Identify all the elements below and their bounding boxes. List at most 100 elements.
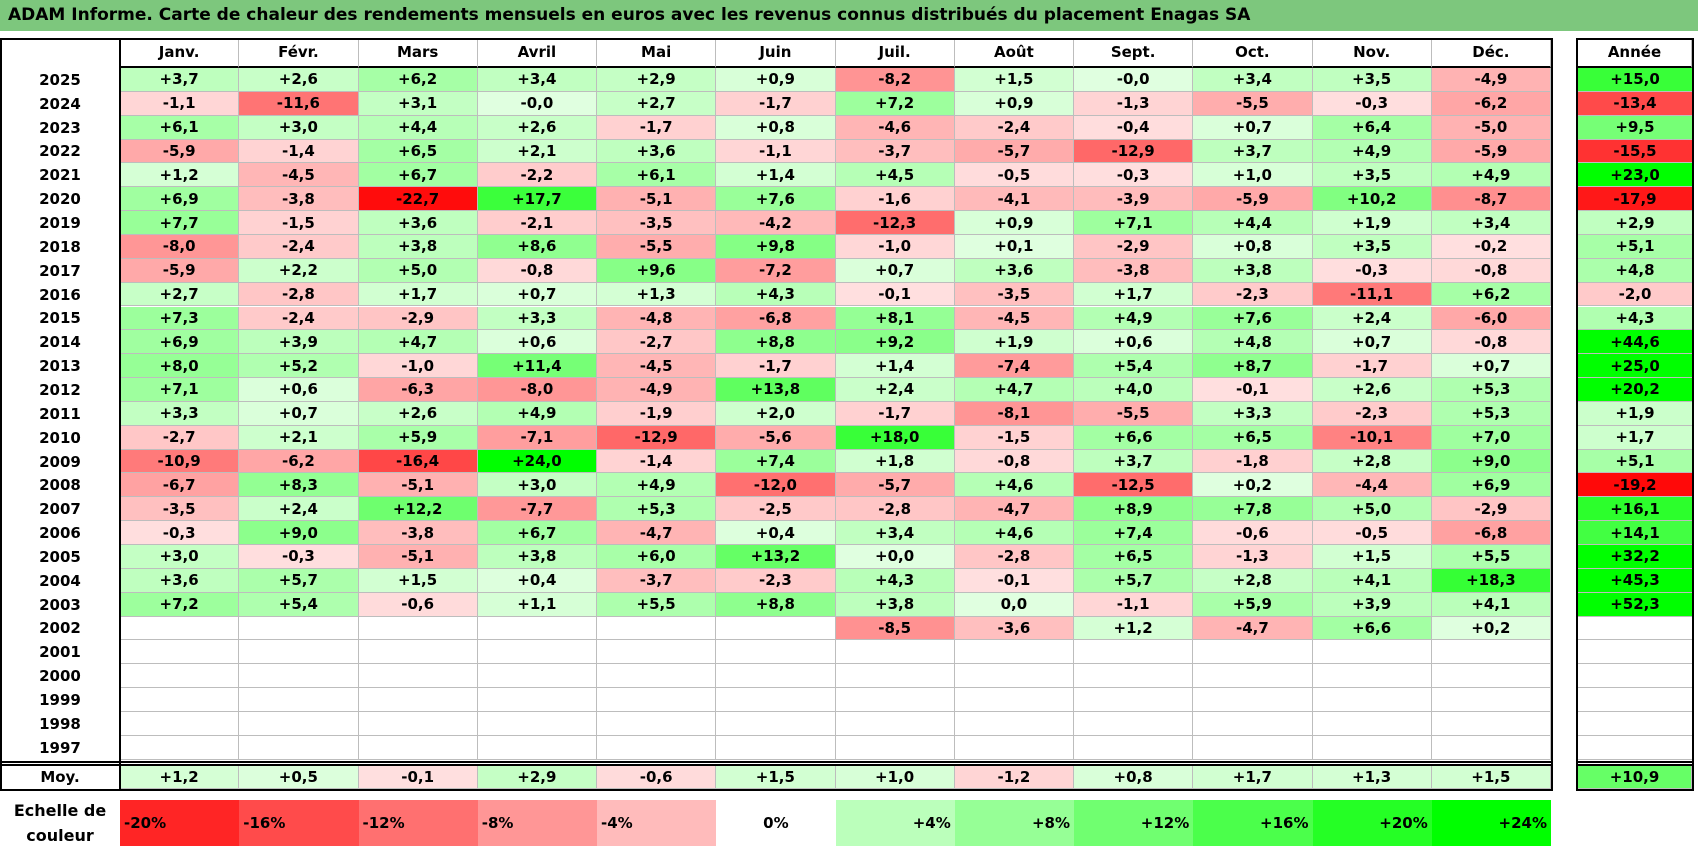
average-separator-annual <box>1576 764 1694 766</box>
color-scale-swatch: +8% <box>954 800 1074 846</box>
heatmap-cell <box>835 640 955 665</box>
heatmap-cell: -12,9 <box>597 425 717 450</box>
heatmap-cell: -4,7 <box>597 521 717 545</box>
heatmap-cell: +1,7 <box>1074 282 1194 307</box>
heatmap-cell: -7,7 <box>477 497 597 522</box>
annual-header: Année <box>1578 38 1692 68</box>
heatmap-cell: +3,4 <box>477 68 597 92</box>
heatmap-cell: +5,2 <box>239 354 359 379</box>
heatmap-cell <box>1193 711 1313 736</box>
annual-cell: +14,1 <box>1578 521 1692 545</box>
heatmap-cell: +3,4 <box>835 521 955 545</box>
heatmap-cell <box>120 664 240 689</box>
color-scale-swatch: -20% <box>120 800 240 846</box>
heatmap-cell: -2,7 <box>597 330 717 355</box>
color-scale-swatch: +24% <box>1431 800 1551 846</box>
heatmap-cell: -16,4 <box>358 449 478 474</box>
heatmap-cell: +1,4 <box>716 163 836 188</box>
heatmap-cell: -0,1 <box>954 568 1074 593</box>
heatmap-cell: -6,7 <box>120 473 240 498</box>
heatmap-cell: -6,3 <box>358 378 478 402</box>
heatmap-cell: -1,4 <box>597 449 717 474</box>
heatmap-cell: +1,7 <box>358 282 478 307</box>
heatmap-cell <box>239 616 359 641</box>
average-cell: +1,3 <box>1312 765 1432 789</box>
heatmap-cell: +6,6 <box>1312 616 1432 641</box>
heatmap-cell: +1,2 <box>120 163 240 188</box>
color-scale-label-line2: couleur <box>26 826 94 845</box>
heatmap-cell: -5,6 <box>716 425 836 450</box>
heatmap-cell: +8,1 <box>835 306 955 331</box>
heatmap-cell: +3,8 <box>358 234 478 259</box>
heatmap-cell: +0,2 <box>1431 616 1551 641</box>
heatmap-cell: +8,9 <box>1074 497 1194 522</box>
heatmap-cell: -1,1 <box>716 139 836 164</box>
heatmap-cell: +2,4 <box>1312 306 1432 331</box>
heatmap-cell: -2,8 <box>239 282 359 307</box>
annual-cell <box>1578 711 1692 736</box>
heatmap-cell: -4,4 <box>1312 473 1432 498</box>
year-label: 2023 <box>39 118 81 137</box>
heatmap-cell <box>239 735 359 760</box>
heatmap-cell: -1,0 <box>358 354 478 379</box>
heatmap-cell: +6,2 <box>358 68 478 92</box>
heatmap-cell <box>1431 688 1551 712</box>
month-header: Déc. <box>1431 38 1551 68</box>
heatmap-cell: +3,0 <box>239 115 359 140</box>
heatmap-cell <box>1193 640 1313 665</box>
annual-cell: -13,4 <box>1578 91 1692 116</box>
heatmap-cell <box>954 664 1074 689</box>
heatmap-cell: +4,5 <box>835 163 955 188</box>
heatmap-cell: -7,2 <box>716 258 836 283</box>
heatmap-cell: +2,0 <box>716 401 836 426</box>
heatmap-cell: +0,7 <box>1312 330 1432 355</box>
heatmap-cell: +3,6 <box>597 139 717 164</box>
month-header: Févr. <box>239 38 359 68</box>
heatmap-cell: -2,3 <box>1312 401 1432 426</box>
average-annual-cell: +10,9 <box>1578 765 1692 789</box>
heatmap-cell: +4,4 <box>358 115 478 140</box>
heatmap-cell: +18,0 <box>835 425 955 450</box>
heatmap-cell: +8,8 <box>716 330 836 355</box>
heatmap-cell: -0,2 <box>1431 234 1551 259</box>
heatmap-cell: +2,2 <box>239 258 359 283</box>
heatmap-cell: -0,5 <box>954 163 1074 188</box>
heatmap-cell: -2,4 <box>239 234 359 259</box>
heatmap-cell: -1,0 <box>835 234 955 259</box>
heatmap-cell: -12,3 <box>835 211 955 235</box>
heatmap-cell: +4,9 <box>477 401 597 426</box>
heatmap-cell: +7,2 <box>835 91 955 116</box>
heatmap-cell: -2,3 <box>1193 282 1313 307</box>
year-label: 2002 <box>39 619 81 638</box>
heatmap-cell: +1,4 <box>835 354 955 379</box>
heatmap-cell <box>835 664 955 689</box>
month-header: Juin <box>716 38 836 68</box>
average-cell: +1,5 <box>716 765 836 789</box>
heatmap-cell <box>1074 664 1194 689</box>
heatmap-cell <box>120 688 240 712</box>
heatmap-cell: +0,6 <box>1074 330 1194 355</box>
heatmap-cell <box>1074 735 1194 760</box>
heatmap-cell: -0,3 <box>1312 258 1432 283</box>
annual-cell: +52,3 <box>1578 592 1692 617</box>
heatmap-cell: +7,4 <box>1074 521 1194 545</box>
heatmap-cell: +3,8 <box>1193 258 1313 283</box>
heatmap-cell: -0,1 <box>1193 378 1313 402</box>
heatmap-cell <box>597 664 717 689</box>
year-label: 1998 <box>39 714 81 733</box>
heatmap-cell <box>1074 688 1194 712</box>
heatmap-cell: -3,5 <box>597 211 717 235</box>
heatmap-cell: +2,6 <box>358 401 478 426</box>
heatmap-cell <box>120 711 240 736</box>
color-scale-swatch: +12% <box>1074 800 1194 846</box>
heatmap-cell: +3,7 <box>1193 139 1313 164</box>
annual-cell <box>1578 688 1692 712</box>
average-cell: -0,6 <box>597 765 717 789</box>
heatmap-cell: -3,8 <box>239 187 359 212</box>
heatmap-cell: +8,3 <box>239 473 359 498</box>
heatmap-cell <box>120 640 240 665</box>
heatmap-cell: +3,4 <box>1193 68 1313 92</box>
heatmap-cell: +6,5 <box>1193 425 1313 450</box>
heatmap-cell: -3,7 <box>597 568 717 593</box>
heatmap-cell: -2,7 <box>120 425 240 450</box>
